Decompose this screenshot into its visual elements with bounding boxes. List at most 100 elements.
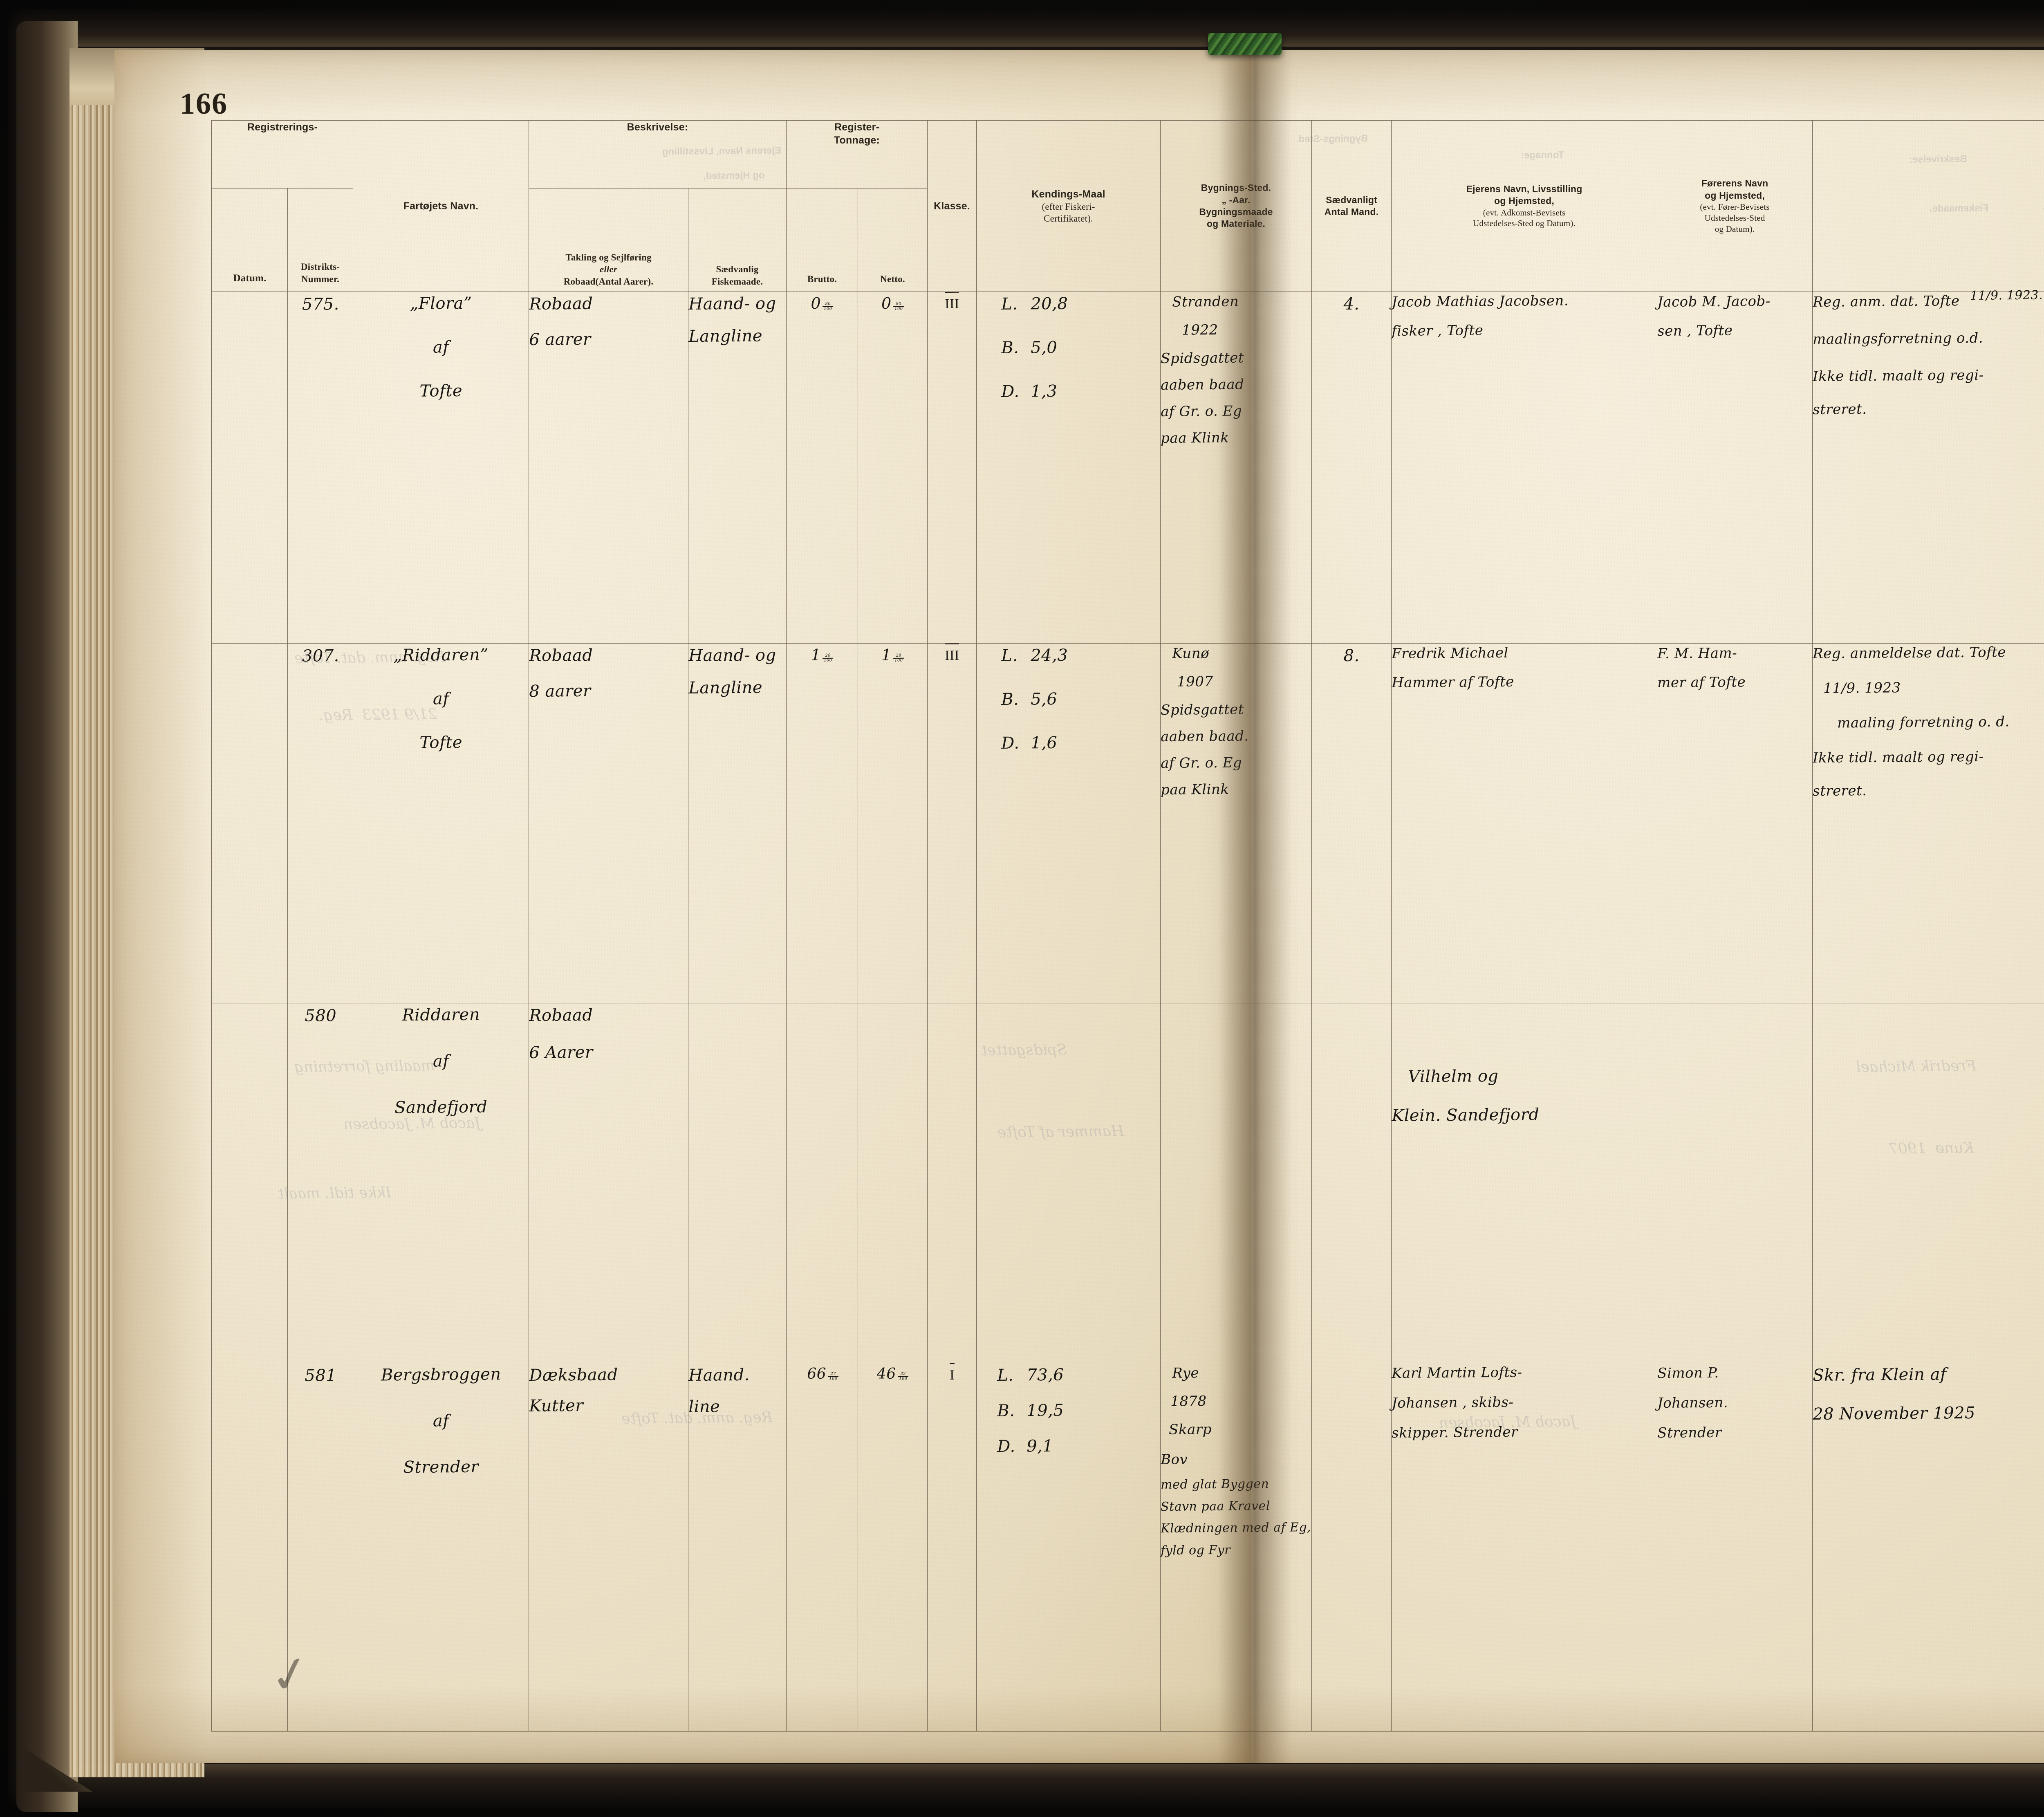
cell-antal-mand[interactable]: [1312, 1363, 1392, 1731]
cell-klasse[interactable]: III: [928, 292, 977, 644]
owner-name: Vilhelm og: [1392, 1063, 1657, 1090]
cell-anmaerkninger[interactable]: Reg. anm. dat. Tofte 11/9. 1923. maaling…: [1813, 292, 2044, 644]
cell-distriktsnummer[interactable]: 575.: [288, 291, 356, 643]
col-header-beskrivelse: Beskrivelse:: [529, 121, 787, 188]
cell-anmaerkninger[interactable]: [1813, 1003, 2044, 1363]
remark-line-2: 28 November 1925: [1813, 1398, 2044, 1427]
col-header-antal-mand: Sædvanligt Antal Mand.: [1312, 121, 1392, 292]
cell-fartoejets-navn[interactable]: Bergsbroggen af Strender: [353, 1363, 529, 1731]
cell-distriktsnummer[interactable]: 580: [288, 1003, 356, 1363]
cell-datum[interactable]: [212, 1003, 291, 1363]
cell-datum[interactable]: [212, 643, 291, 1003]
col-header-brutto: Brutto.: [787, 188, 858, 292]
cell-foererens-navn[interactable]: Simon P. Johansen. Strender: [1657, 1363, 1813, 1731]
cell-ejerens-navn[interactable]: Vilhelm og Klein. Sandefjord: [1392, 1003, 1657, 1363]
brutto-fraction: 28 100: [823, 654, 834, 663]
cell-brutto[interactable]: 66 27 100: [787, 1363, 858, 1731]
cell-netto[interactable]: 0 80 100: [858, 292, 928, 644]
cell-takling[interactable]: Robaad 6 Aarer: [529, 1003, 688, 1363]
remark-date: 11/9. 1923.: [1970, 287, 2043, 305]
cell-bygnings-sted[interactable]: Rye 1878 Skarp Bov med glat Byggen Stavn…: [1161, 1363, 1312, 1731]
klasse-value: III: [945, 644, 959, 666]
remark-line-3: Ikke tidl. maalt og regi-: [1813, 362, 2044, 387]
cell-takling[interactable]: Dæksbaad Kutter: [529, 1363, 688, 1731]
master-name-1: Jacob M. Jacob-: [1657, 291, 1812, 313]
cell-anmaerkninger[interactable]: Skr. fra Klein af 28 November 1925: [1813, 1363, 2044, 1731]
cell-ejerens-navn[interactable]: Karl Martin Lofts- Johansen , skibs- ski…: [1392, 1363, 1657, 1731]
foererens-line1: Førerens Navn: [1657, 177, 1812, 189]
cell-fiskemaade[interactable]: Haand- og Langline: [688, 644, 787, 1003]
netto-fraction: 28 100: [893, 654, 904, 663]
vessel-home-port: Strender: [353, 1454, 529, 1480]
cell-fartoejets-navn[interactable]: Riddaren af Sandefjord: [353, 1003, 529, 1363]
cell-fartoejets-navn[interactable]: „Flora” af Tofte: [353, 292, 529, 644]
cell-distriktsnummer[interactable]: 307.: [288, 643, 356, 1003]
cell-kendings-maal[interactable]: [977, 1003, 1161, 1363]
cell-bygnings-sted[interactable]: [1161, 1003, 1312, 1363]
antal-mand-line1: Sædvanligt: [1312, 194, 1391, 206]
maal-d-value: 1,6: [1031, 731, 1058, 756]
table-row[interactable]: 581 Bergsbroggen af Strender Dæksbaad Ku…: [212, 1363, 2044, 1731]
cell-netto[interactable]: 1 28 100: [858, 644, 928, 1003]
remark-line-4: streret.: [1813, 776, 2044, 802]
cell-foererens-navn[interactable]: [1657, 1003, 1813, 1363]
maal-b-value: 5,0: [1031, 335, 1058, 360]
cell-ejerens-navn[interactable]: Fredrik Michael Hammer af Tofte: [1392, 644, 1657, 1003]
cell-kendings-maal[interactable]: L. 73,6 B. 19,5 D. 9,1: [977, 1363, 1161, 1731]
cell-antal-mand[interactable]: [1312, 1003, 1392, 1363]
bygnings-line4: og Materiale.: [1161, 218, 1311, 230]
oars-value: 6 Aarer: [529, 1039, 688, 1066]
cell-klasse[interactable]: [928, 1003, 977, 1363]
cell-antal-mand[interactable]: 8.: [1312, 644, 1392, 1003]
build-material: af Gr. o. Eg: [1161, 400, 1311, 422]
maal-b-key: B.: [1001, 687, 1020, 712]
cell-fiskemaade[interactable]: [688, 1003, 787, 1363]
cell-brutto[interactable]: 1 28 100: [787, 644, 858, 1003]
cell-kendings-maal[interactable]: L. 20,8 B. 5,0 D. 1,3: [977, 292, 1161, 644]
cell-brutto[interactable]: 0 80 100: [787, 292, 858, 644]
table-row[interactable]: 307. „Riddaren” af Tofte Robaad 8 aarer …: [212, 644, 2044, 1003]
master-name-1: Simon P.: [1657, 1362, 1812, 1384]
vessel-af: af: [353, 686, 529, 712]
cell-klasse[interactable]: III: [928, 644, 977, 1003]
cell-datum[interactable]: [212, 291, 291, 643]
owner-occupation-home: Hammer af Tofte: [1392, 671, 1657, 693]
maal-b-value: 5,6: [1031, 687, 1058, 712]
cell-bygnings-sted[interactable]: Kunø 1907 Spidsgattet aaben baad. af Gr.…: [1161, 644, 1312, 1003]
cell-fiskemaade[interactable]: Haand. line: [688, 1363, 787, 1731]
table-row[interactable]: 575. „Flora” af Tofte Robaad 6 aarer Haa…: [212, 292, 2044, 644]
table-row[interactable]: 580 Riddaren af Sandefjord Robaad 6 Aare…: [212, 1003, 2044, 1363]
cell-takling[interactable]: Robaad 6 aarer: [529, 292, 688, 644]
cell-brutto[interactable]: [787, 1003, 858, 1363]
cell-netto[interactable]: 46 32 100: [858, 1363, 928, 1731]
table-header-row-top: Registrerings- Fartøjets Navn. Beskrivel…: [212, 121, 2044, 188]
master-name-2: sen , Tofte: [1657, 320, 1812, 342]
takling-value: Robaad: [529, 1002, 688, 1028]
takling-value: Robaad: [529, 642, 688, 668]
cell-anmaerkninger[interactable]: Reg. anmeldelse dat. Tofte 11/9. 1923 ma…: [1813, 644, 2044, 1003]
cell-fartoejets-navn[interactable]: „Riddaren” af Tofte: [353, 644, 529, 1003]
vessel-registry-table: Registrerings- Fartøjets Navn. Beskrivel…: [212, 120, 2044, 1731]
build-type: Spidsgattet: [1161, 699, 1311, 721]
col-header-registrering: Registrerings-: [212, 121, 353, 188]
brutto-fraction: 80 100: [823, 302, 834, 311]
col-header-bygnings-sted: Bygnings-Sted. „ -Aar. Bygningsmaade og …: [1161, 121, 1312, 292]
vessel-af: af: [353, 1048, 529, 1074]
cell-ejerens-navn[interactable]: Jacob Mathias Jacobsen. fisker , Tofte: [1392, 292, 1657, 644]
fiskemaade-value-1: Haand.: [688, 1362, 786, 1388]
cell-antal-mand[interactable]: 4.: [1312, 292, 1392, 644]
cell-klasse[interactable]: I: [928, 1363, 977, 1731]
cell-foererens-navn[interactable]: F. M. Ham- mer af Tofte: [1657, 644, 1813, 1003]
brutto-integer: 66: [807, 1366, 826, 1382]
cell-netto[interactable]: [858, 1003, 928, 1363]
cell-takling[interactable]: Robaad 8 aarer: [529, 644, 688, 1003]
maal-d-key: D.: [997, 1434, 1016, 1459]
cell-kendings-maal[interactable]: L. 24,3 B. 5,6 D. 1,6: [977, 644, 1161, 1003]
cell-bygnings-sted[interactable]: Stranden 1922 Spidsgattet aaben baad af …: [1161, 292, 1312, 644]
maal-b-key: B.: [1001, 335, 1020, 360]
fiskemaade-value-1: Haand- og: [688, 291, 786, 317]
cell-fiskemaade[interactable]: Haand- og Langline: [688, 292, 787, 644]
takling-line1: Takling og Sejlføring: [529, 251, 688, 263]
col-header-fiskemaade: Sædvanlig Fiskemaade.: [688, 188, 787, 292]
cell-foererens-navn[interactable]: Jacob M. Jacob- sen , Tofte: [1657, 292, 1813, 644]
